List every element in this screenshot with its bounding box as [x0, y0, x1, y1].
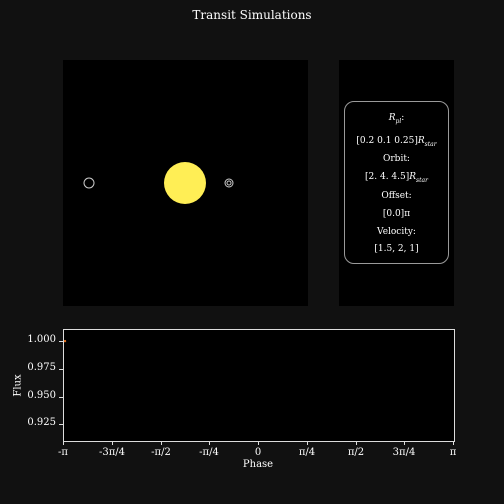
flux-canvas: [64, 339, 67, 343]
velocity-label: Velocity:: [377, 227, 416, 237]
y-tick: [59, 341, 63, 342]
velocity-values: [1.5, 2, 1]: [374, 244, 419, 254]
flux-point: [64, 339, 67, 343]
offset-values: [0.0]π: [382, 209, 411, 219]
x-tick-label: π: [449, 447, 457, 458]
x-tick: [404, 441, 405, 445]
y-tick: [59, 397, 63, 398]
x-tick: [307, 441, 308, 445]
y-tick: [59, 424, 63, 425]
orbit-values: [2. 4. 4.5]Rstar: [365, 172, 428, 184]
x-tick: [453, 441, 454, 445]
x-axis-label: Phase: [242, 459, 274, 470]
x-tick: [63, 441, 64, 445]
y-tick: [59, 369, 63, 370]
x-tick-label: -π/4: [199, 447, 219, 458]
simulation-canvas: [83, 162, 234, 204]
info-box: Rpl: [0.2 0.1 0.25]Rstar Orbit: [2. 4. 4…: [344, 101, 449, 264]
info-panel: Rpl: [0.2 0.1 0.25]Rstar Orbit: [2. 4. 4…: [339, 60, 454, 306]
simulation-panel: [63, 60, 308, 306]
star: [164, 162, 206, 204]
page-title: Transit Simulations: [192, 8, 312, 22]
y-tick-label: 0.925: [27, 417, 56, 428]
y-tick-label: 1.000: [27, 334, 56, 345]
x-tick: [112, 441, 113, 445]
planet-1: [83, 177, 95, 189]
x-tick-label: -π: [58, 447, 68, 458]
x-tick: [161, 441, 162, 445]
rpl-label: Rpl:: [388, 113, 405, 125]
x-tick-label: -π/2: [151, 447, 171, 458]
x-tick-label: 3π/4: [392, 447, 416, 458]
x-tick: [209, 441, 210, 445]
x-tick-label: 0: [254, 447, 262, 458]
x-tick-label: π/4: [298, 447, 316, 458]
x-tick-label: -3π/4: [98, 447, 126, 458]
flux-plot: [63, 329, 455, 442]
y-tick-label: 0.975: [27, 362, 56, 373]
x-tick-label: π/2: [347, 447, 365, 458]
offset-label: Offset:: [381, 191, 412, 201]
rpl-values: [0.2 0.1 0.25]Rstar: [356, 136, 437, 148]
x-tick: [258, 441, 259, 445]
planet-2: [224, 178, 234, 188]
x-tick: [356, 441, 357, 445]
y-tick-label: 0.950: [27, 390, 56, 401]
y-axis-label: Flux: [12, 374, 24, 397]
planet-3: [226, 180, 232, 186]
orbit-label: Orbit:: [383, 154, 410, 164]
